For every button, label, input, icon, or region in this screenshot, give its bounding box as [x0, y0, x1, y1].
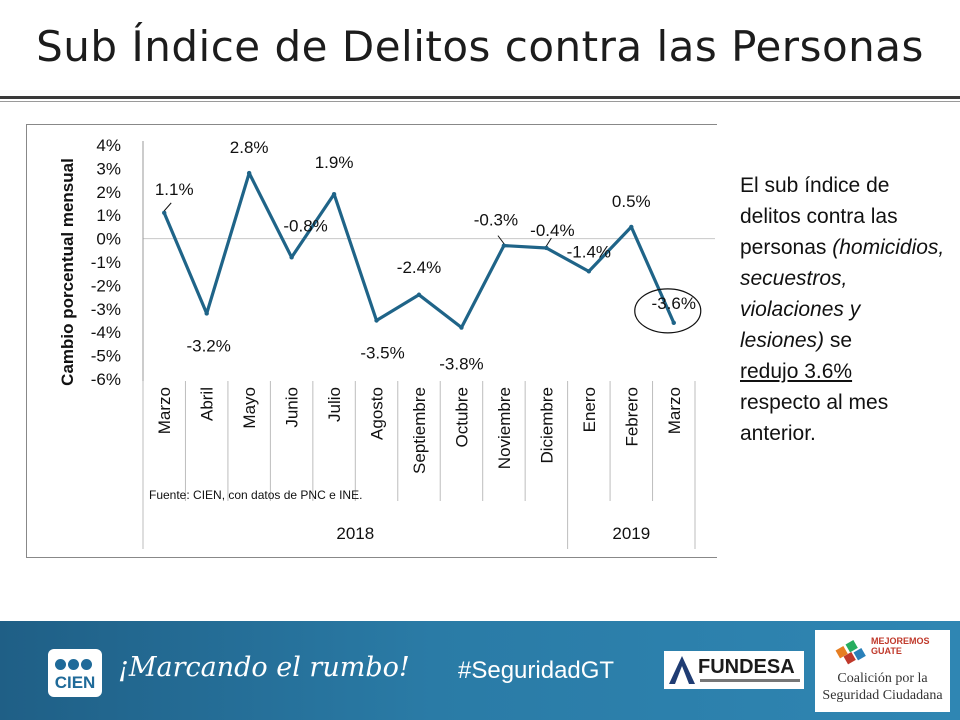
data-point [501, 243, 507, 248]
data-label: -0.8% [283, 216, 327, 235]
cien-logo-text: CIEN [54, 673, 96, 692]
y-tick-label: 4% [96, 136, 121, 155]
data-label: -0.4% [530, 221, 574, 240]
y-tick-label: -5% [91, 347, 121, 366]
x-tick-label: Junio [283, 387, 302, 428]
coalicion-text: Coalición por la Seguridad Ciudadana [822, 671, 943, 703]
summary-part-3: se [829, 329, 853, 352]
x-tick-label: Diciembre [537, 387, 556, 464]
summary-reduction: redujo 3.6% [740, 360, 853, 383]
x-tick-label: Enero [580, 387, 599, 432]
data-label: -1.4% [567, 242, 611, 261]
data-point [331, 191, 337, 197]
y-tick-label: 2% [96, 183, 121, 202]
slogan: ¡Marcando el rumbo! [118, 652, 410, 683]
data-point [162, 210, 167, 216]
data-label: 1.9% [315, 153, 354, 172]
x-tick-label: Octubre [452, 387, 471, 447]
summary-part-1: El sub índice de delitos contra las pers… [740, 174, 898, 259]
y-tick-label: -2% [91, 276, 121, 295]
chart-container: 4% 3% 2% 1% 0% -1% -2% -3% -4% -5% -6% Cambio porce… [26, 124, 717, 558]
data-point [374, 318, 379, 323]
x-tick-label: Marzo [665, 387, 684, 434]
x-tick-label: Marzo [155, 387, 174, 434]
data-label: 2.8% [230, 138, 269, 157]
y-tick-label: 0% [96, 230, 121, 249]
data-label: -3.5% [360, 344, 404, 363]
highlight-circle [634, 288, 702, 334]
data-label: -2.4% [397, 258, 441, 277]
data-point [629, 224, 634, 230]
mejoremos-guate-icon [835, 640, 866, 665]
x-tick-label: Septiembre [410, 387, 429, 474]
x-tick-label: Julio [325, 387, 344, 422]
data-label: 0.5% [612, 192, 651, 211]
line-chart: 4% 3% 2% 1% 0% -1% -2% -3% -4% -5% -6% Cambio porce… [58, 136, 715, 549]
x-tick-label: Noviembre [495, 387, 514, 469]
leader-line [497, 235, 505, 244]
mejoremos-line-2: GUATE [871, 646, 902, 656]
leader-line [163, 202, 172, 212]
data-label: -3.2% [186, 336, 230, 355]
source-note: Fuente: CIEN, con datos de PNC e INE. [149, 488, 362, 502]
data-point [204, 311, 209, 316]
fundesa-logo-icon [669, 656, 695, 684]
data-label: -3.6% [652, 294, 696, 313]
summary-crimes-list: (homicidios, secuestros, violaciones y l… [740, 236, 945, 352]
data-label: -0.3% [474, 211, 518, 230]
leader-line [545, 237, 552, 247]
data-point [459, 325, 464, 330]
y-axis-title: Cambio porcentual mensual [58, 158, 77, 386]
data-point [289, 255, 294, 260]
x-tick-label: Febrero [622, 387, 641, 447]
x-tick-label: Abril [198, 387, 217, 421]
x-tick-label: Mayo [240, 387, 259, 429]
year-label: 2019 [612, 524, 650, 543]
y-tick-label: -3% [91, 300, 121, 319]
coalicion-logo: MEJOREMOS GUATE Coalición por la Segurid… [815, 630, 950, 712]
cien-logo-icon [55, 655, 95, 670]
fundesa-logo: FUNDESA [664, 651, 804, 689]
data-point [586, 269, 592, 274]
mejoremos-guate-text: MEJOREMOS GUATE [871, 636, 930, 656]
data-point [544, 245, 549, 251]
y-tick-label: -1% [91, 253, 121, 272]
fundesa-logo-text: FUNDESA [698, 656, 795, 678]
hashtag: #SeguridadGT [458, 657, 615, 684]
data-label: 1.1% [155, 180, 194, 199]
data-point [416, 292, 422, 297]
summary-text: El sub índice de delitos contra las pers… [740, 170, 945, 449]
page-title: Sub Índice de Delitos contra las Persona… [36, 22, 924, 71]
data-label: -3.8% [439, 355, 483, 374]
y-tick-label: -6% [91, 370, 121, 389]
cien-logo: CIEN [48, 649, 102, 697]
x-tick-label: Agosto [368, 387, 387, 440]
title-divider-thin [0, 101, 960, 102]
y-tick-label: -4% [91, 323, 121, 342]
fundesa-tagline-line [700, 679, 800, 682]
title-divider [0, 96, 960, 99]
data-point [246, 170, 252, 176]
data-point [671, 320, 676, 326]
y-tick-label: 1% [96, 206, 121, 225]
summary-part-5: respecto al mes anterior. [740, 391, 889, 445]
y-tick-label: 3% [96, 159, 121, 178]
year-label: 2018 [336, 524, 374, 543]
mejoremos-line-1: MEJOREMOS [871, 636, 930, 646]
